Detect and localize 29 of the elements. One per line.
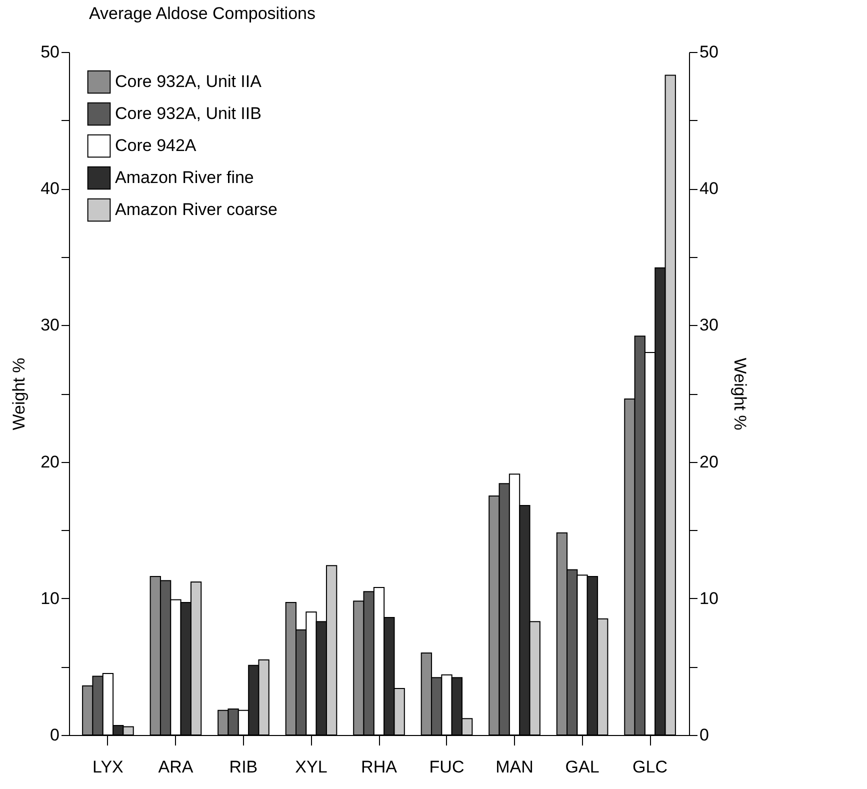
- x-tick-label: XYL: [295, 758, 328, 776]
- chart-title: Average Aldose Compositions: [89, 4, 316, 23]
- legend-label: Core 932A, Unit IIA: [115, 72, 262, 91]
- x-tick-label: MAN: [496, 758, 534, 776]
- y-tick-label: 50: [40, 42, 60, 62]
- y2-tick-label: 10: [700, 588, 718, 608]
- x-tick-label: GAL: [565, 758, 600, 776]
- y2-tick-label: 40: [700, 179, 718, 198]
- legend-label: Core 942A: [115, 136, 197, 155]
- y-tick-label: 0: [50, 726, 60, 744]
- y2-tick-label: 50: [700, 42, 718, 62]
- legend-label: Amazon River fine: [115, 168, 254, 187]
- y-tick-label: 30: [40, 316, 60, 335]
- legend-label: Core 932A, Unit IIB: [115, 104, 262, 123]
- y2-axis-title: Weight %: [730, 358, 750, 430]
- y-tick-label: 20: [40, 452, 60, 472]
- x-tick-label: ARA: [158, 758, 194, 776]
- y-axis-title: Weight %: [10, 358, 29, 430]
- y2-tick-label: 20: [700, 452, 718, 472]
- x-tick-label: LYX: [92, 758, 124, 776]
- x-tick-label: GLC: [632, 758, 668, 776]
- x-tick-label: RHA: [361, 758, 398, 776]
- legend-label: Amazon River coarse: [115, 200, 278, 219]
- y2-tick-label: 30: [700, 316, 718, 335]
- y2-tick-label: 0: [700, 726, 709, 744]
- x-tick-label: RIB: [229, 758, 258, 776]
- y-tick-label: 40: [40, 179, 60, 198]
- y-tick-label: 10: [40, 588, 60, 608]
- x-tick-label: FUC: [429, 758, 464, 776]
